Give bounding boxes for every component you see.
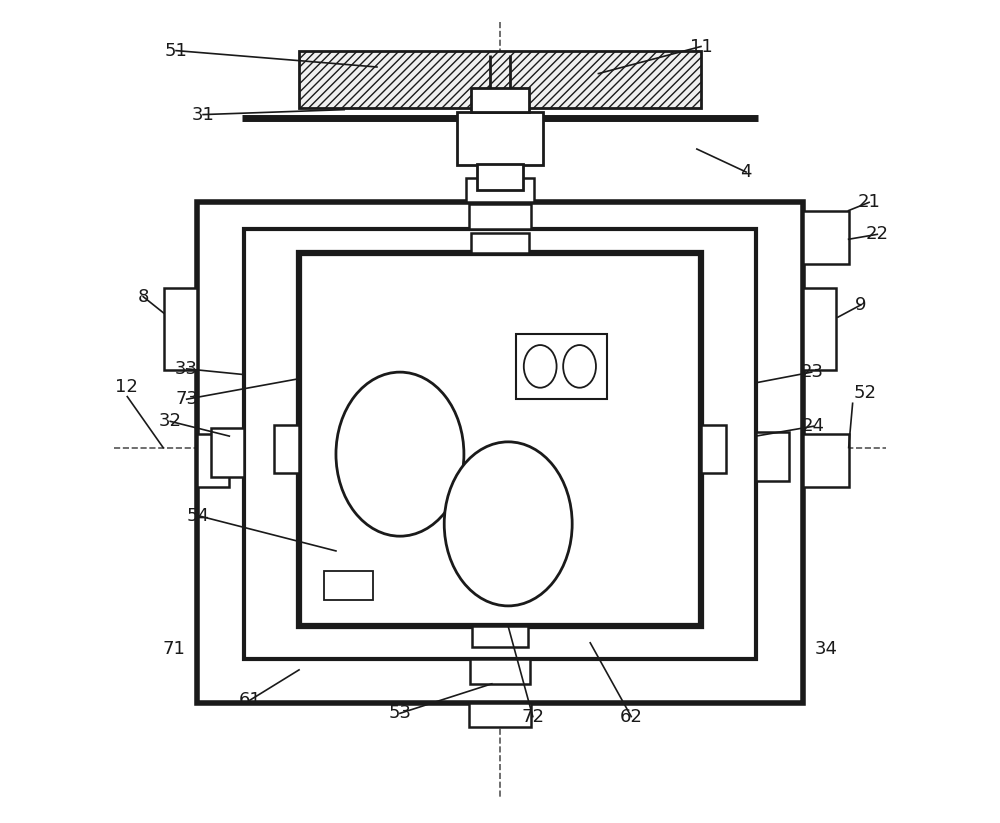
Text: 24: 24: [802, 417, 825, 435]
Bar: [472, 626, 528, 647]
Text: 61: 61: [238, 691, 261, 709]
Text: 53: 53: [388, 704, 411, 723]
Text: 22: 22: [866, 226, 889, 244]
Text: 51: 51: [165, 42, 187, 59]
Text: 73: 73: [175, 390, 198, 408]
Bar: [477, 164, 523, 190]
Bar: [516, 333, 607, 399]
Bar: [803, 211, 849, 264]
Bar: [211, 428, 244, 477]
Text: 52: 52: [853, 384, 876, 402]
Ellipse shape: [524, 345, 557, 388]
Bar: [274, 425, 299, 473]
Text: 11: 11: [690, 38, 712, 55]
Bar: [299, 253, 701, 626]
Text: 31: 31: [192, 105, 215, 123]
Bar: [457, 112, 543, 165]
Ellipse shape: [563, 345, 596, 388]
Text: 72: 72: [521, 708, 544, 726]
Bar: [197, 434, 229, 487]
Text: 71: 71: [162, 640, 185, 658]
Bar: [756, 432, 789, 481]
Bar: [324, 571, 373, 600]
Text: 12: 12: [115, 378, 138, 396]
Text: 9: 9: [855, 296, 867, 314]
Bar: [466, 178, 534, 202]
Ellipse shape: [336, 372, 464, 536]
Text: 62: 62: [620, 708, 643, 726]
Bar: [471, 233, 529, 253]
Bar: [197, 202, 803, 703]
Bar: [701, 425, 726, 473]
Text: 54: 54: [187, 507, 210, 525]
Text: 33: 33: [175, 360, 198, 378]
Bar: [470, 659, 530, 684]
Bar: [471, 87, 529, 112]
Bar: [299, 50, 701, 108]
Bar: [803, 289, 836, 370]
Text: 8: 8: [138, 288, 149, 305]
Text: 32: 32: [159, 412, 182, 430]
Text: 23: 23: [800, 363, 823, 381]
Text: 21: 21: [858, 193, 881, 212]
Bar: [244, 229, 756, 659]
Bar: [469, 204, 531, 229]
Text: 34: 34: [815, 640, 838, 658]
Text: 4: 4: [740, 163, 752, 181]
Bar: [469, 703, 531, 728]
Bar: [803, 434, 849, 487]
Bar: [164, 289, 197, 370]
Ellipse shape: [444, 442, 572, 606]
